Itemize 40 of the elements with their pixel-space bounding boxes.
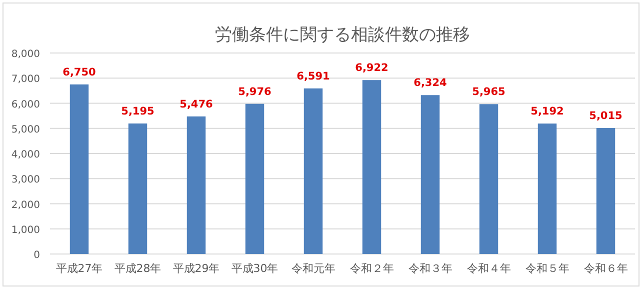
bar [186, 116, 206, 254]
bar [596, 128, 616, 254]
data-label: 6,324 [414, 77, 447, 90]
x-tick-label: 令和５年 [525, 262, 570, 275]
y-tick-label: 1,000 [11, 224, 40, 236]
x-tick-label: 令和４年 [466, 262, 511, 275]
data-label: 5,976 [238, 86, 272, 98]
y-tick-label: 5,000 [11, 124, 40, 136]
y-tick-label: 4,000 [11, 150, 40, 160]
x-tick-label: 令和３年 [408, 262, 452, 275]
data-label: 6,591 [296, 70, 330, 82]
bar [304, 88, 323, 254]
data-label: 6,750 [62, 66, 96, 78]
bar [128, 123, 148, 254]
data-label: 5,192 [530, 106, 564, 118]
y-tick-label: 7,000 [11, 74, 40, 86]
x-tick-label: 平成28年 [114, 262, 162, 275]
x-tick-label: 平成27年 [56, 262, 103, 275]
bar [70, 84, 89, 254]
data-label: 5,965 [472, 86, 506, 98]
data-label: 5,195 [121, 105, 154, 118]
y-tick-label: 0 [34, 250, 40, 261]
data-label: 5,476 [180, 98, 213, 110]
x-tick-label: 令和元年 [291, 262, 336, 275]
y-tick-label: 6,000 [11, 99, 40, 110]
bar [362, 80, 382, 254]
x-tick-label: 平成29年 [172, 262, 220, 275]
data-label: 6,922 [355, 62, 388, 74]
bar [420, 95, 440, 254]
x-tick-label: 平成30年 [231, 262, 278, 275]
data-label: 5,015 [589, 110, 622, 122]
x-tick-label: 令和２年 [350, 262, 394, 275]
y-tick-label: 3,000 [11, 174, 40, 186]
chart-title: 労働条件に関する相談件数の推移 [215, 25, 470, 45]
y-tick-label: 8,000 [11, 49, 40, 60]
y-tick-label: 2,000 [11, 200, 40, 211]
bar [538, 124, 557, 254]
bar [245, 104, 264, 254]
bar [479, 104, 498, 254]
x-tick-label: 令和６年 [584, 262, 628, 275]
